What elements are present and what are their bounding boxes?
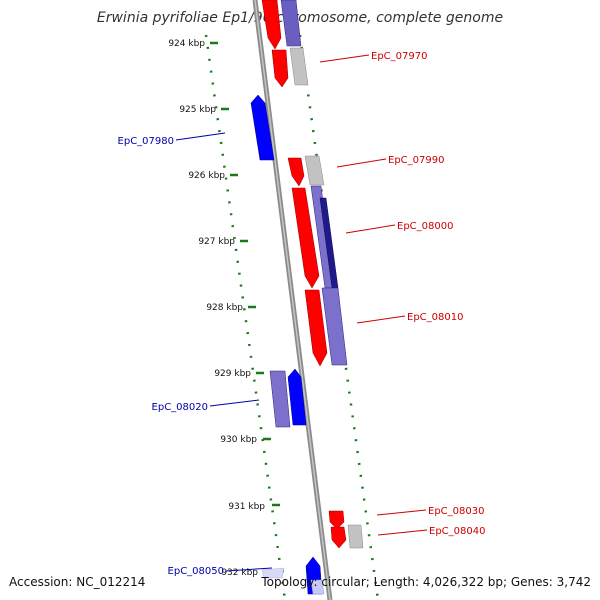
gene-arrows [250, 0, 364, 595]
gene-arrow-grey[interactable] [304, 155, 325, 186]
gene-arrow-reverse[interactable] [269, 370, 291, 428]
tick-label: 930 kbp [220, 435, 257, 445]
gene-label-epc-08050[interactable]: EpC_08050 [168, 566, 224, 577]
gene-arrow-reverse[interactable] [321, 287, 348, 366]
tick-927: 927 kbp [198, 237, 248, 247]
gene-arrow-reverse[interactable] [280, 0, 302, 47]
tick-label: 926 kbp [188, 171, 225, 181]
gene-label-epc-08030[interactable]: EpC_08030 [428, 506, 484, 517]
tick-label: 932 kbp [221, 568, 258, 578]
gene-arrow-forward[interactable] [304, 289, 328, 367]
tick-931: 931 kbp [228, 502, 280, 512]
gene-label-epc-07990[interactable]: EpC_07990 [388, 155, 444, 166]
tick-label: 928 kbp [206, 303, 243, 313]
gene-label-epc-07970[interactable]: EpC_07970 [371, 51, 427, 62]
tick-label: 925 kbp [179, 105, 216, 115]
tick-label: 931 kbp [228, 502, 265, 512]
gene-label-epc-08010[interactable]: EpC_08010 [407, 312, 463, 323]
gene-arrow-reverse-pale[interactable] [310, 579, 325, 595]
chromosome-backbone-highlight [254, 0, 331, 600]
tick-label: 929 kbp [214, 369, 251, 379]
map-title: Erwinia pyrifoliae Ep1/96 chromosome, co… [96, 10, 504, 26]
gene-arrow-forward[interactable] [330, 526, 347, 549]
gene-arrow-grey[interactable] [289, 47, 309, 86]
tick-label: 924 kbp [168, 39, 205, 49]
gene-labels: EpC_07970 EpC_07980 EpC_07990 EpC_08000 … [118, 51, 486, 577]
gene-arrow-forward[interactable] [261, 0, 282, 50]
gene-arrow-reverse[interactable] [287, 368, 307, 426]
gene-label-epc-08020[interactable]: EpC_08020 [152, 402, 208, 413]
gene-arrow-reverse[interactable] [250, 94, 275, 161]
tick-928: 928 kbp [206, 303, 256, 313]
tick-924: 924 kbp [168, 39, 218, 49]
gene-arrow-grey[interactable] [347, 524, 364, 549]
gene-arrow-forward[interactable] [287, 157, 305, 187]
gene-arrow-reverse-pale[interactable] [261, 567, 285, 579]
tick-guide-left [204, 34, 287, 600]
tick-930: 930 kbp [220, 435, 271, 445]
gene-arrow-forward[interactable] [291, 187, 320, 289]
tick-925: 925 kbp [179, 105, 229, 115]
tick-929: 929 kbp [214, 369, 264, 379]
accession-text: Accession: NC_012214 [9, 575, 146, 589]
genome-summary-text: Topology: circular; Length: 4,026,322 bp… [261, 575, 591, 589]
gene-label-epc-08000[interactable]: EpC_08000 [397, 221, 453, 232]
gene-label-epc-07980[interactable]: EpC_07980 [118, 136, 174, 147]
gene-leader-lines [175, 54, 428, 572]
gene-label-epc-08040[interactable]: EpC_08040 [429, 526, 485, 537]
gene-arrow-forward[interactable] [328, 510, 345, 530]
tick-926: 926 kbp [188, 171, 238, 181]
tick-label: 927 kbp [198, 237, 235, 247]
gene-arrow-forward[interactable] [271, 49, 289, 88]
